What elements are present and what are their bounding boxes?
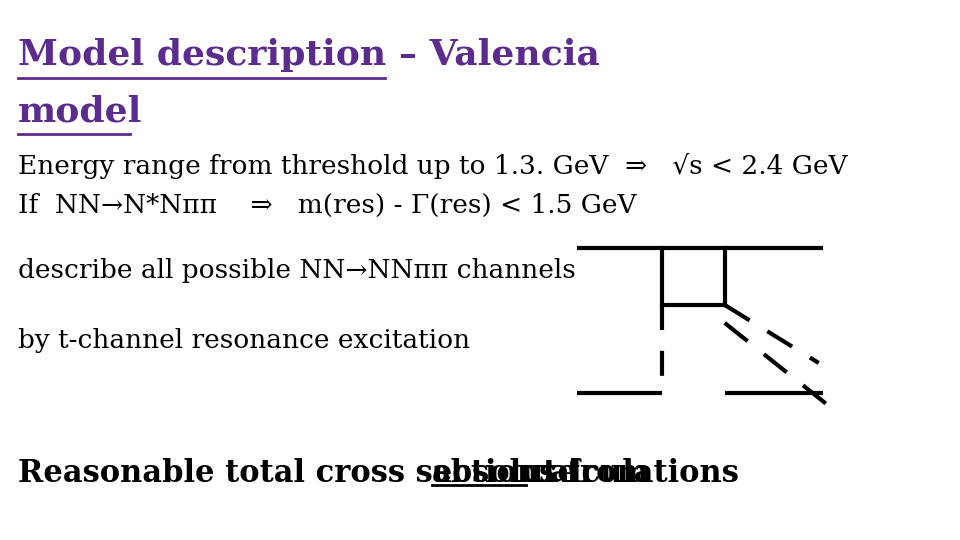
- Text: Reasonable total cross sections from: Reasonable total cross sections from: [18, 458, 660, 489]
- Text: Model description – Valencia: Model description – Valencia: [18, 38, 600, 72]
- Text: Energy range from threshold up to 1.3. GeV  ⇒   √s < 2.4 GeV: Energy range from threshold up to 1.3. G…: [18, 153, 848, 179]
- Text: describe all possible NN→NNππ channels: describe all possible NN→NNππ channels: [18, 258, 576, 283]
- Text: calculations: calculations: [521, 458, 739, 489]
- Text: If  NN→N*Nππ    ⇒   m(res) - Γ(res) < 1.5 GeV: If NN→N*Nππ ⇒ m(res) - Γ(res) < 1.5 GeV: [18, 193, 636, 218]
- Text: absolute: absolute: [432, 458, 578, 489]
- Text: by t-channel resonance excitation: by t-channel resonance excitation: [18, 328, 470, 353]
- Text: model: model: [18, 95, 142, 129]
